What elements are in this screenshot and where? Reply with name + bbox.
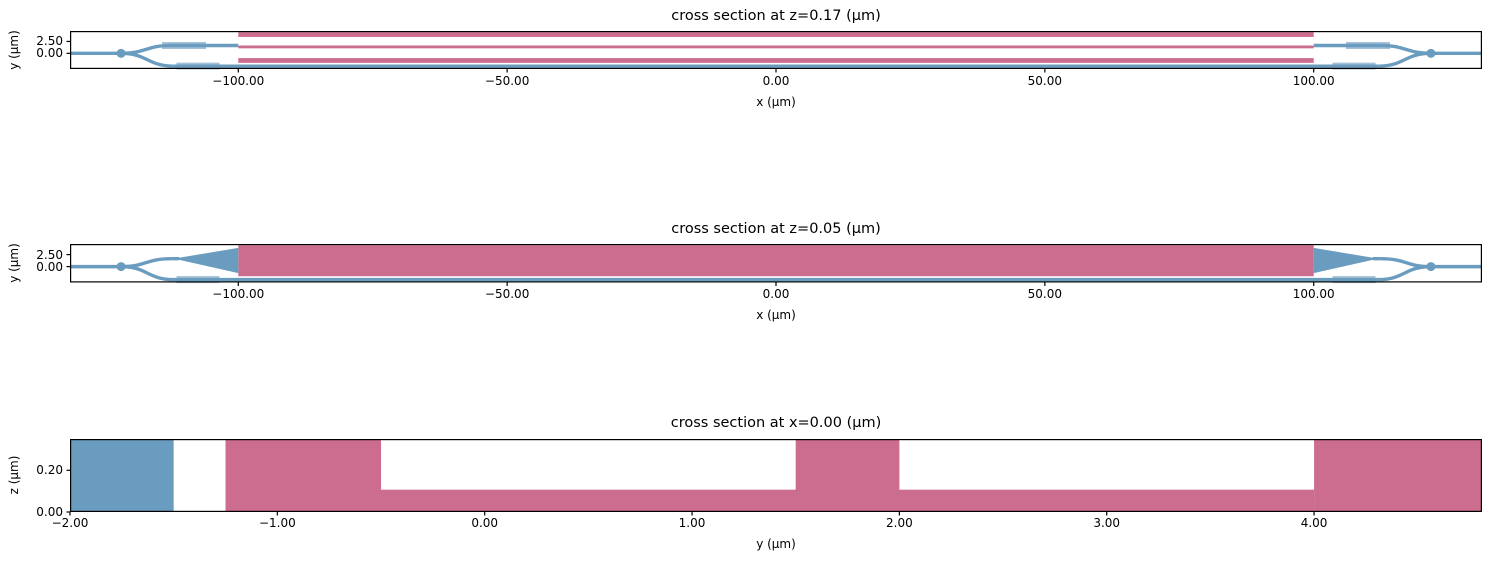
waveguide-core-bottom-arm — [70, 438, 174, 512]
heater-pad-top — [238, 32, 1314, 37]
heater-trace-top-arm — [238, 45, 1314, 49]
y-tick-label: 0.00 — [36, 259, 63, 274]
x-tick-label: 100.00 — [1292, 287, 1335, 301]
heater-block-right — [1314, 438, 1482, 512]
y-tick-label: 2.50 — [36, 34, 63, 49]
x-tick-label: −50.00 — [484, 287, 530, 301]
x-tick-label: −100.00 — [212, 73, 265, 88]
combiner-bottom-bend — [1378, 264, 1431, 282]
x-tick-label: 3.00 — [1093, 516, 1121, 530]
junction-dot — [116, 48, 126, 58]
slab-taper-right — [1313, 247, 1379, 274]
combiner-top-bend — [1380, 256, 1431, 269]
splitter-bottom-bend — [121, 264, 174, 282]
junction-dot — [1426, 48, 1436, 58]
axes-spine — [70, 31, 1483, 69]
combiner-bottom-bend — [1378, 51, 1431, 68]
x-tick-label: −1.00 — [258, 516, 296, 530]
x-tick-label: 50.00 — [1027, 73, 1063, 88]
axes-spine — [70, 244, 1483, 283]
x-tick-label: 2.00 — [886, 516, 913, 530]
x-tick-label: 100.00 — [1292, 73, 1335, 88]
subplot-3-ylabel: z (μm) — [7, 455, 21, 495]
heater-pad-bottom — [238, 58, 1314, 63]
junction-dot — [1426, 262, 1436, 272]
y-tick-label: 2.50 — [36, 247, 63, 262]
subplot-1-title: cross section at z=0.17 (μm) — [671, 7, 881, 24]
axes-spine — [70, 438, 1483, 512]
subplot-3-canvas — [66, 438, 1483, 515]
x-tick-label: −2.00 — [51, 516, 89, 530]
combiner-top-bend — [1380, 43, 1431, 56]
subplot-3-xlabel: y (μm) — [756, 537, 796, 551]
x-tick-label: −50.00 — [484, 73, 530, 88]
x-tick-label: 0.00 — [762, 287, 790, 301]
subplot-3-title: cross section at x=0.00 (μm) — [670, 415, 882, 431]
subplot-2-ylabel: y (μm) — [7, 243, 21, 284]
heater-slab — [381, 489, 1315, 512]
subplot-2-xlabel: x (μm) — [756, 308, 796, 322]
x-tick-label: −100.00 — [212, 287, 265, 301]
y-tick-label: 0.00 — [36, 46, 63, 61]
x-tick-label: 50.00 — [1027, 287, 1063, 301]
splitter-bottom-bend — [121, 51, 174, 68]
x-tick-label: 1.00 — [678, 516, 706, 530]
subplot-1-xlabel: x (μm) — [756, 94, 796, 109]
heater-block-left — [225, 438, 382, 512]
subplot-1-ylabel: y (μm) — [7, 30, 21, 70]
subplot-2-title: cross section at z=0.05 (μm) — [671, 220, 881, 237]
splitter-top-bend — [121, 256, 172, 269]
subplot-1-canvas — [66, 31, 1483, 73]
heater-block-center — [795, 438, 900, 512]
slab-taper-left — [173, 247, 239, 274]
x-tick-label: 0.00 — [762, 73, 790, 88]
junction-dot — [116, 262, 126, 272]
x-tick-label: 0.00 — [471, 516, 499, 530]
y-tick-label: 0.20 — [36, 462, 63, 477]
heater-slab — [238, 245, 1314, 277]
subplot-2-canvas — [66, 244, 1483, 286]
y-tick-label: 0.00 — [36, 504, 63, 519]
x-tick-label: 4.00 — [1300, 516, 1328, 530]
splitter-top-bend — [121, 43, 172, 56]
